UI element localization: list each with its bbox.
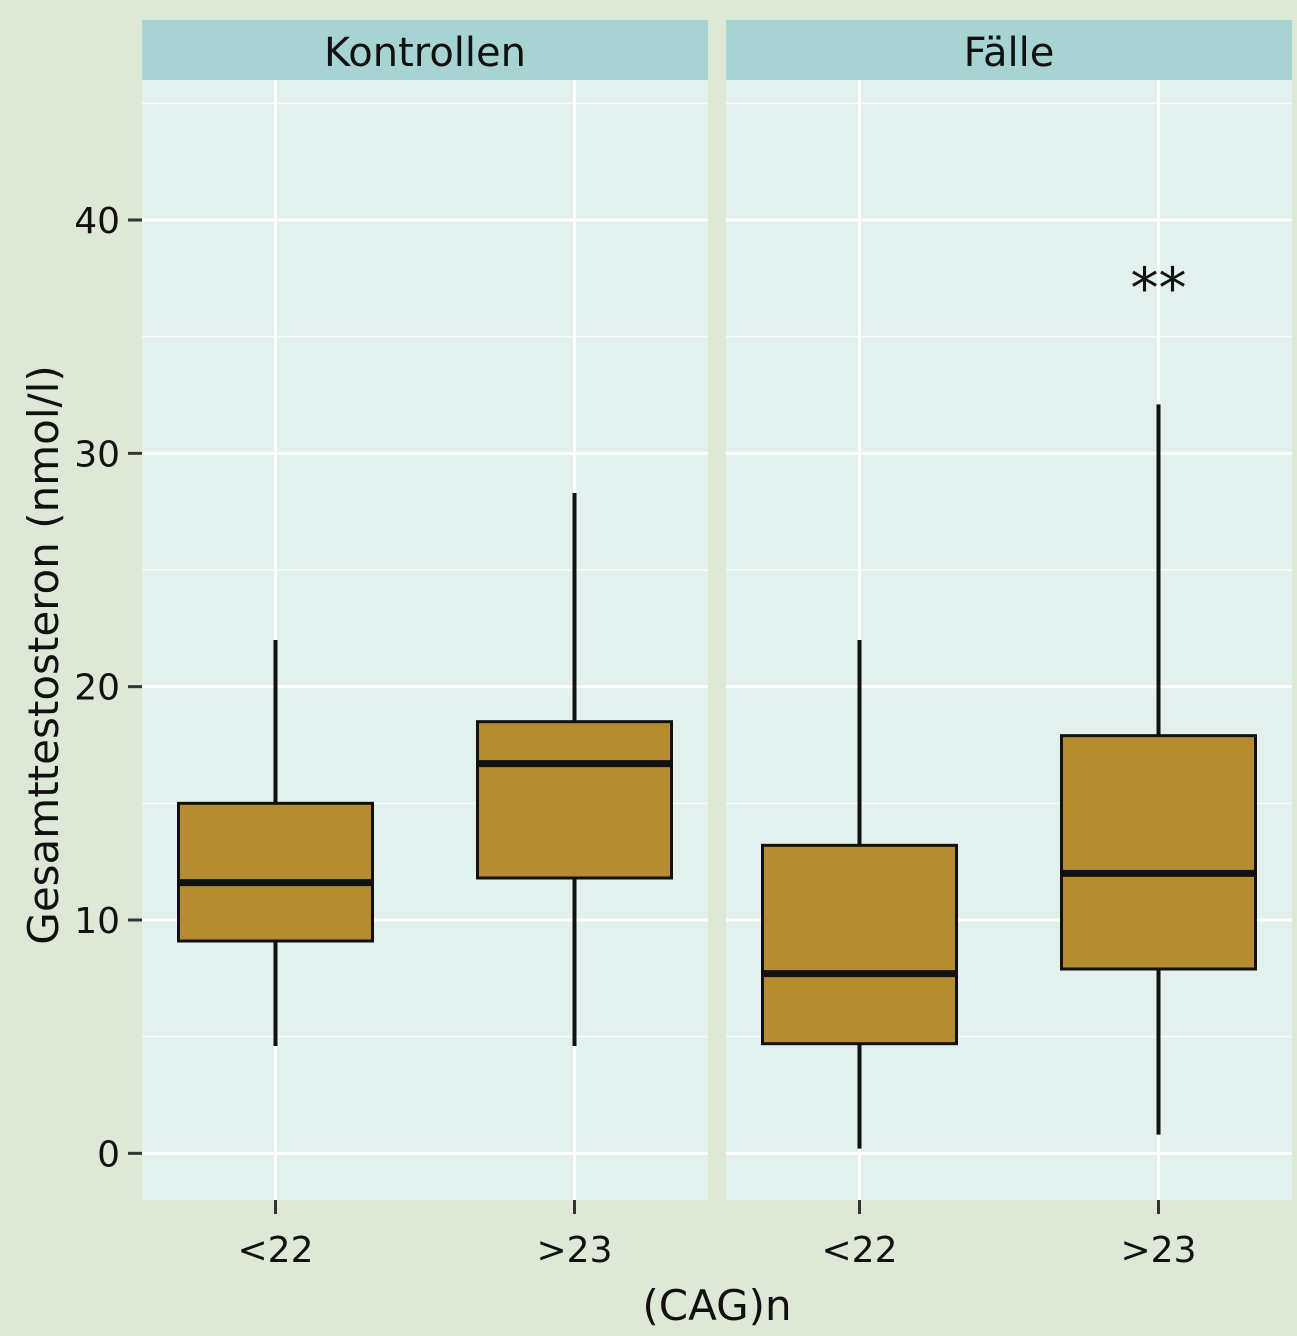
- x-tick-label: <22: [822, 1230, 898, 1271]
- panel-1: Fälle **: [726, 20, 1292, 1200]
- significance-annotation: **: [1131, 256, 1187, 321]
- box-iqr: [1060, 734, 1257, 971]
- y-tick-label: 20: [74, 668, 120, 709]
- box-gt23: [476, 493, 673, 1046]
- panel-strip-label: Fälle: [964, 30, 1055, 76]
- x-tick-label: >23: [1121, 1230, 1197, 1271]
- panel-0: Kontrollen: [142, 20, 708, 1200]
- y-tick-label: 0: [97, 1134, 120, 1175]
- x-tick-label: >23: [537, 1230, 613, 1271]
- panel-strip: [142, 20, 708, 80]
- panel-strip: [726, 20, 1292, 80]
- panel-background: [142, 80, 708, 1200]
- box-gt23: [1060, 404, 1257, 1135]
- y-axis-title: Gesamttestosteron (nmol/l): [19, 365, 68, 944]
- box-iqr: [761, 843, 958, 1046]
- x-tick-label: <22: [238, 1230, 314, 1271]
- x-axis-title: (CAG)n: [642, 1281, 791, 1330]
- y-tick-label: 40: [74, 201, 120, 242]
- y-tick-label: 10: [74, 901, 120, 942]
- box-iqr: [476, 720, 673, 880]
- box-lt22: [177, 640, 374, 1046]
- panel-strip-label: Kontrollen: [324, 30, 526, 76]
- box-iqr: [177, 801, 374, 943]
- box-lt22: [761, 640, 958, 1149]
- y-tick-label: 30: [74, 434, 120, 475]
